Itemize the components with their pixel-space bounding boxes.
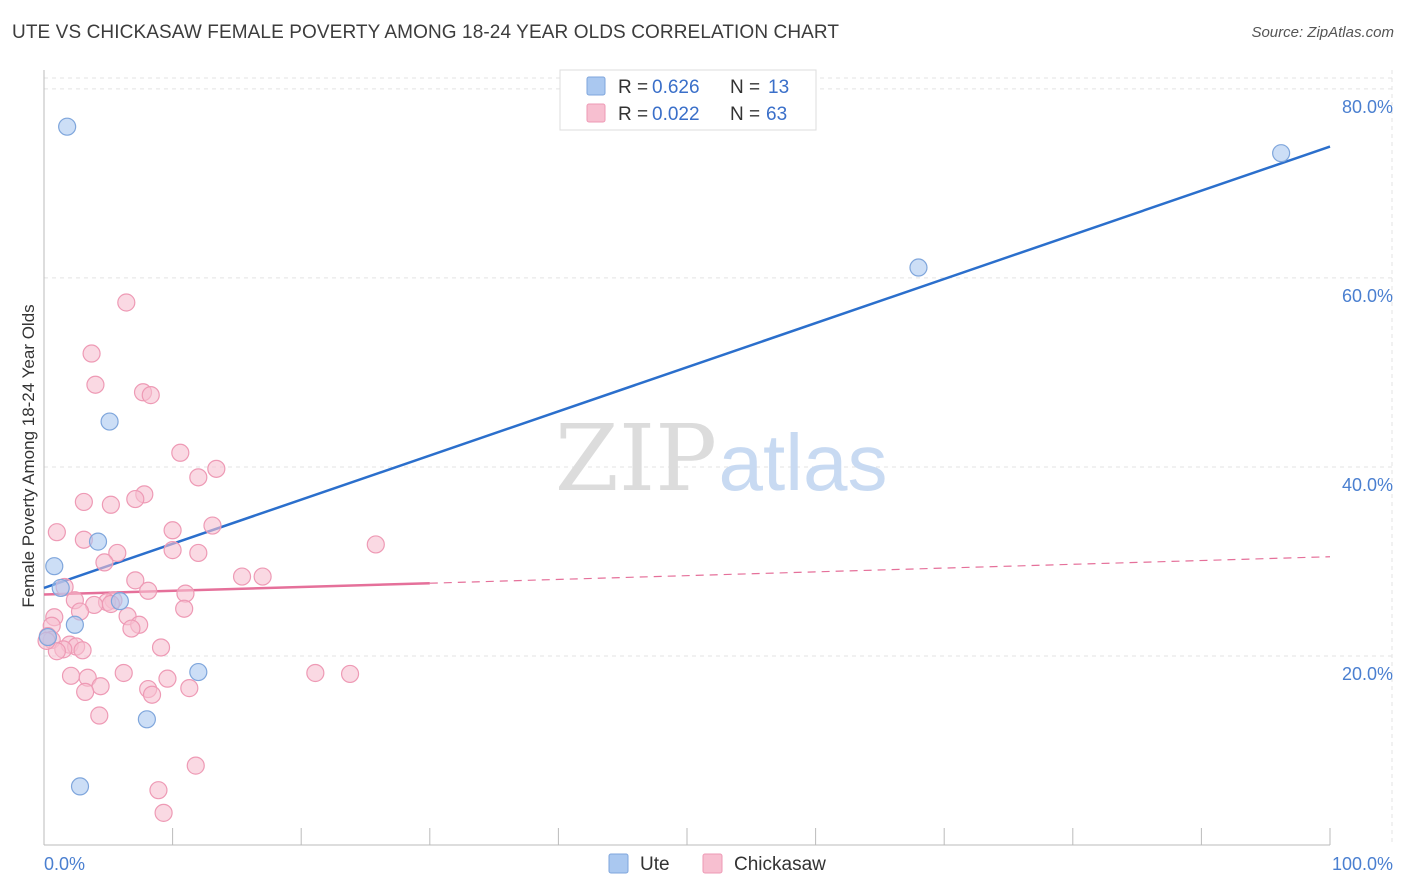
chart-title: UTE VS CHICKASAW FEMALE POVERTY AMONG 18… (12, 22, 840, 43)
chickasaw-point-49 (340, 664, 360, 684)
chickasaw-point-21 (126, 571, 145, 590)
chickasaw-point-32 (175, 599, 194, 618)
chickasaw-point-55 (180, 679, 199, 698)
chickasaw-point-22 (232, 567, 252, 586)
chickasaw-point-38 (122, 619, 141, 638)
trend-lines (43, 145, 1331, 596)
chickasaw-point-9 (74, 492, 93, 512)
ute-point-12 (70, 777, 90, 796)
series-legend-label-chickasaw: Chickasaw (734, 854, 826, 875)
ute-trend-line (43, 145, 1331, 590)
stats-legend: R = 0.626 N = 13 R = 0.022 N = 63 (559, 69, 817, 131)
legend-r-label-ute: R = (618, 77, 648, 98)
legend-n-label-ute: N = (730, 77, 760, 98)
series-legend-swatch-ute (608, 853, 629, 874)
chickasaw-point-2 (86, 375, 105, 394)
chickasaw-point-48 (306, 663, 325, 683)
chickasaw-point-13 (47, 523, 66, 542)
y-tick-label-20: 20.0% (1342, 664, 1393, 684)
grid-layer (44, 70, 1393, 845)
legend-n-value-ute: 13 (768, 77, 789, 98)
ute-point-10 (189, 662, 208, 682)
y-axis-label: Female Poverty Among 18-24 Year Olds (19, 304, 38, 607)
axis-layer: 20.0% 40.0% 60.0% 80.0% 0.0% 100.0% (43, 70, 1393, 874)
chickasaw-point-53 (91, 677, 110, 696)
chickasaw-point-18 (189, 543, 208, 563)
chickasaw-point-5 (171, 443, 190, 462)
chickasaw-point-61 (154, 803, 173, 822)
y-tick-label-60: 60.0% (1342, 286, 1393, 306)
chickasaw-point-47 (114, 663, 133, 683)
chickasaw-point-10 (101, 495, 120, 514)
y-tick-label-80: 80.0% (1342, 97, 1393, 117)
ute-point-3 (100, 412, 119, 431)
watermark-atlas: atlas (719, 418, 888, 507)
chickasaw-trend-line (43, 581, 430, 596)
ute-point-5 (45, 557, 64, 576)
ute-point-9 (38, 627, 57, 647)
ute-point-4 (88, 532, 108, 551)
x-tick-label-0: 0.0% (44, 854, 85, 874)
ute-point-2 (909, 258, 928, 277)
chickasaw-point-4 (141, 386, 160, 405)
series-legend: Ute Chickasaw (608, 853, 826, 875)
chickasaw-point-23 (253, 567, 272, 586)
chickasaw-point-0 (117, 293, 136, 312)
chickasaw-point-26 (176, 584, 195, 603)
ute-point-6 (51, 578, 70, 598)
data-points (37, 117, 1291, 822)
chickasaw-point-12 (203, 516, 222, 535)
chickasaw-point-56 (76, 682, 95, 701)
chickasaw-point-14 (163, 521, 182, 540)
chickasaw-point-19 (108, 543, 127, 563)
chickasaw-point-16 (366, 535, 385, 554)
watermark: ZIP atlas (555, 405, 888, 512)
watermark-zip: ZIP (555, 405, 717, 512)
chickasaw-point-52 (158, 669, 177, 688)
ute-point-11 (137, 710, 156, 729)
legend-r-value-chickasaw: 0.022 (652, 104, 700, 125)
series-legend-label-ute: Ute (640, 854, 670, 875)
chickasaw-point-7 (189, 468, 208, 487)
legend-r-label-chickasaw: R = (618, 104, 648, 125)
chickasaw-trend-line-extension (429, 556, 1331, 584)
chickasaw-point-1 (82, 344, 101, 363)
legend-swatch-chickasaw (586, 103, 606, 123)
chickasaw-point-50 (61, 666, 81, 685)
legend-n-value-chickasaw: 63 (766, 104, 787, 125)
ute-point-1 (1272, 144, 1291, 163)
chickasaw-point-57 (142, 685, 162, 704)
chickasaw-point-6 (207, 459, 226, 478)
ute-point-7 (110, 592, 129, 611)
chickasaw-point-17 (163, 541, 182, 560)
x-tick-label-100: 100.0% (1332, 854, 1393, 874)
chickasaw-point-25 (139, 581, 158, 600)
chickasaw-point-46 (151, 638, 171, 657)
series-legend-swatch-chickasaw (702, 853, 723, 874)
chickasaw-point-20 (95, 553, 114, 572)
ute-point-8 (65, 615, 84, 634)
legend-n-label-chickasaw: N = (730, 104, 760, 125)
chickasaw-point-60 (149, 781, 168, 800)
chickasaw-point-11 (126, 489, 145, 509)
ute-point-0 (58, 117, 77, 136)
y-tick-label-40: 40.0% (1342, 475, 1393, 495)
chickasaw-point-58 (90, 706, 109, 725)
legend-swatch-ute (586, 76, 606, 96)
chickasaw-point-45 (73, 641, 92, 660)
chickasaw-point-59 (186, 756, 205, 775)
source-credit: Source: ZipAtlas.com (1251, 24, 1394, 41)
legend-r-value-ute: 0.626 (652, 77, 700, 98)
